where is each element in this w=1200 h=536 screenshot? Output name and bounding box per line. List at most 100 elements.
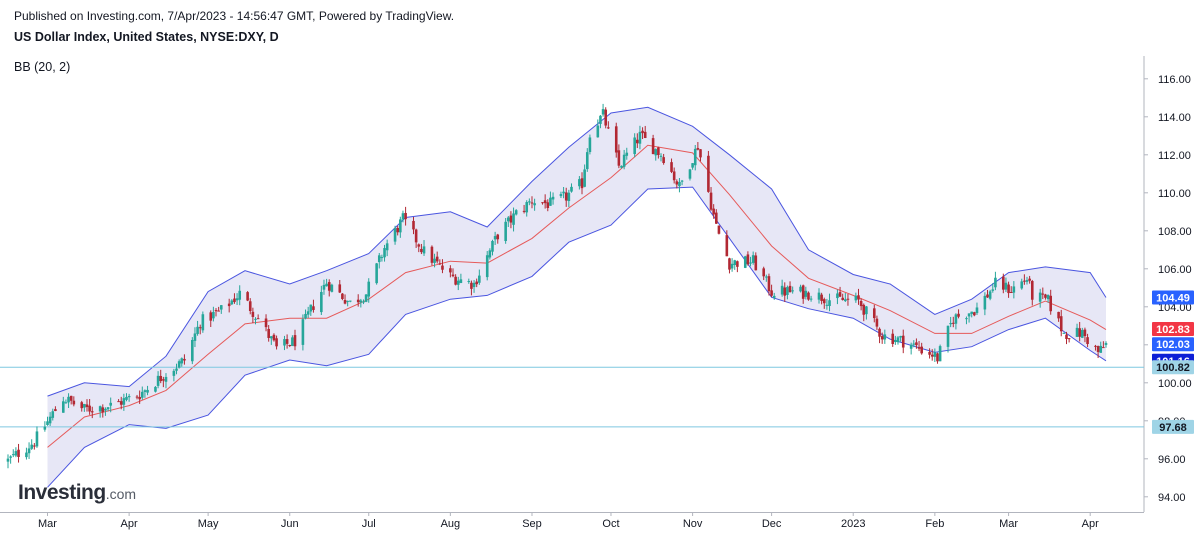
- candle-body: [643, 131, 647, 139]
- candle-body: [272, 334, 276, 341]
- candle-body: [580, 178, 584, 189]
- candle-body: [380, 257, 384, 259]
- candle-body: [1086, 337, 1089, 344]
- candle-body: [67, 396, 70, 403]
- candle-body: [680, 180, 684, 182]
- candle-body: [117, 401, 120, 403]
- candle-body: [551, 196, 555, 200]
- candle-body: [1078, 328, 1081, 337]
- candle-body: [1002, 276, 1005, 290]
- candle-body: [585, 152, 589, 170]
- candle-body: [896, 337, 900, 343]
- candle-body: [14, 451, 18, 456]
- candle-body: [230, 300, 234, 305]
- candle-body: [385, 243, 389, 251]
- candle-body: [119, 401, 123, 405]
- candle-body: [1028, 278, 1031, 281]
- candle-body: [493, 236, 497, 240]
- candle-body: [975, 307, 979, 314]
- candle-body: [875, 318, 879, 327]
- candle-body: [456, 280, 460, 285]
- candle-body: [1062, 332, 1066, 334]
- candle-body: [393, 228, 397, 242]
- candle-body: [301, 319, 305, 345]
- candle-body: [657, 147, 660, 156]
- candle-body: [375, 263, 378, 284]
- candle-body: [936, 353, 939, 362]
- candle-body: [770, 290, 773, 296]
- candle-body: [730, 263, 734, 269]
- price-badge: [1152, 337, 1194, 352]
- candle-body: [349, 300, 352, 302]
- candle-body: [472, 282, 476, 288]
- candle-body: [104, 408, 107, 411]
- candle-body: [1025, 280, 1029, 282]
- candle-body: [164, 376, 168, 382]
- candle-body: [135, 396, 139, 398]
- bollinger-middle-line: [47, 144, 1107, 448]
- candle-body: [807, 292, 810, 300]
- candle-body: [430, 246, 434, 263]
- candle-body: [475, 281, 478, 285]
- candle-body: [362, 301, 365, 303]
- candle-body: [570, 186, 573, 192]
- candle-body: [404, 212, 407, 220]
- candle-body: [1041, 293, 1045, 295]
- x-tick-label: Mar: [38, 518, 57, 530]
- price-badge-label: 102.03: [1156, 339, 1190, 351]
- candle-body: [578, 179, 581, 187]
- y-tick-label: 100.00: [1158, 378, 1192, 390]
- price-badge-label: 100.82: [1156, 362, 1190, 374]
- candle-body: [1046, 294, 1050, 300]
- candle-body: [470, 282, 473, 289]
- candle-body: [451, 274, 455, 277]
- candle-body: [804, 290, 808, 297]
- candle-body: [688, 169, 692, 179]
- candle-body: [1023, 280, 1026, 282]
- candle-body: [583, 169, 586, 187]
- candle-body: [696, 147, 700, 150]
- candle-body: [917, 347, 921, 349]
- candle-body: [670, 162, 673, 172]
- candle-body: [638, 131, 642, 144]
- x-tick-label: Apr: [1082, 518, 1099, 530]
- candle-body: [872, 308, 876, 319]
- candle-body: [193, 333, 197, 341]
- x-tick-label: Apr: [121, 518, 138, 530]
- candle-body: [899, 335, 902, 338]
- candle-body: [191, 339, 194, 362]
- candle-body: [1007, 284, 1010, 294]
- x-tick-label: Sep: [522, 518, 542, 530]
- candle-body: [30, 444, 33, 449]
- candle-body: [743, 256, 747, 268]
- candle-body: [828, 300, 831, 307]
- y-tick-label: 106.00: [1158, 264, 1192, 276]
- candle-body: [1044, 294, 1047, 298]
- candle-body: [1099, 345, 1103, 353]
- candle-body: [175, 368, 178, 371]
- candle-body: [920, 346, 923, 354]
- candle-body: [1049, 295, 1053, 312]
- candle-body: [6, 458, 10, 462]
- candle-body: [306, 311, 310, 315]
- candle-body: [751, 255, 755, 263]
- candle-body: [383, 248, 386, 258]
- candle-body: [825, 304, 829, 306]
- candle-body: [459, 279, 463, 284]
- y-tick-label: 110.00: [1158, 188, 1191, 200]
- candle-body: [143, 390, 147, 392]
- candle-body: [364, 294, 368, 302]
- candle-body: [17, 449, 20, 457]
- candle-body: [809, 298, 813, 300]
- candle-body: [988, 291, 992, 299]
- price-badge: [1152, 290, 1194, 305]
- candle-body: [933, 352, 937, 357]
- candle-body: [559, 194, 563, 197]
- candle-body: [138, 396, 141, 400]
- x-tick-label: May: [198, 518, 219, 530]
- candle-body: [159, 375, 163, 382]
- candle-body: [912, 343, 916, 345]
- candle-body: [780, 285, 784, 295]
- candle-body: [275, 338, 278, 347]
